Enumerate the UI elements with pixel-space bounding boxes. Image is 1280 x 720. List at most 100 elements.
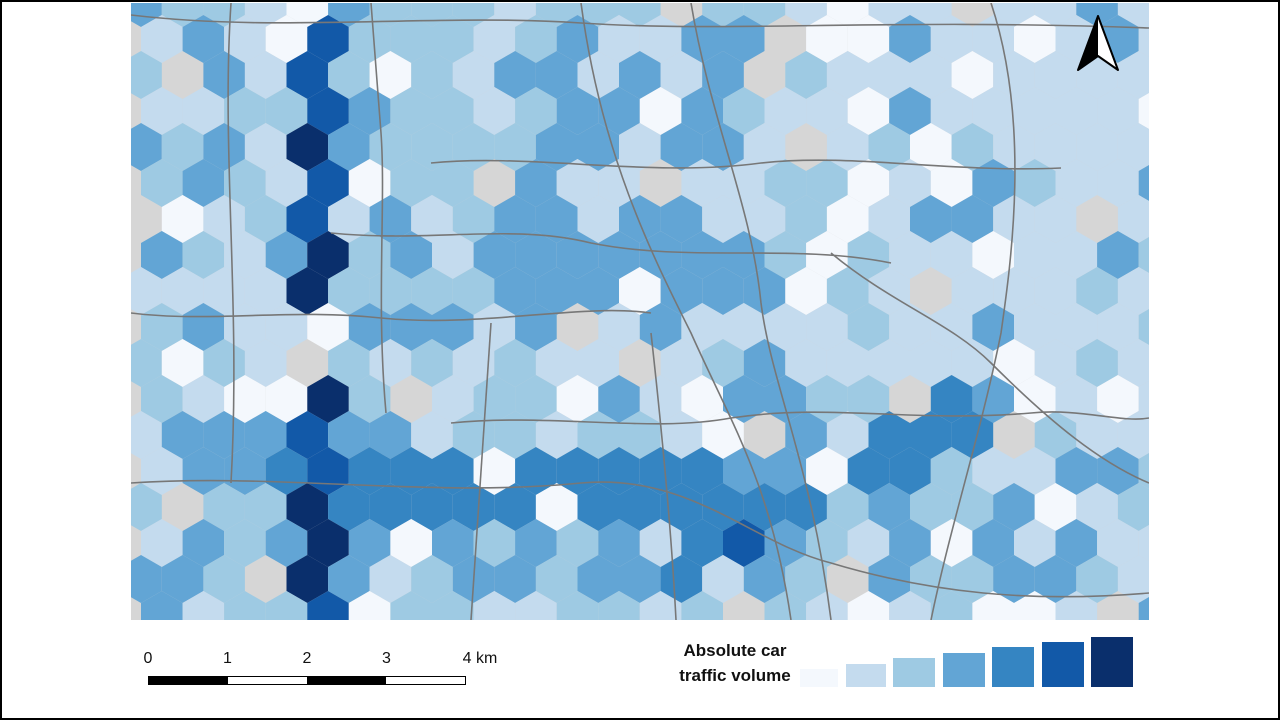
hex-cell: [889, 591, 931, 620]
hex-cell: [411, 555, 453, 603]
hex-cell: [639, 87, 682, 135]
hex-cell: [1014, 519, 1056, 567]
hex-cell: [910, 411, 952, 459]
hex-cell: [577, 3, 619, 27]
hex-cell: [847, 159, 890, 207]
hex-cell: [1034, 483, 1077, 531]
road: [131, 14, 1149, 29]
road: [830, 252, 1149, 484]
hex-cell: [681, 519, 723, 567]
hex-cell: [743, 195, 786, 243]
hex-cell: [619, 123, 661, 171]
scale-label-2: 2: [302, 650, 312, 667]
hex-cell: [702, 195, 744, 243]
hex-cell: [619, 3, 661, 27]
hex-cell: [743, 123, 786, 171]
hex-cell: [1014, 231, 1056, 279]
hex-cell: [182, 447, 225, 495]
hex-cell: [535, 555, 578, 603]
hex-map-svg: [131, 3, 1149, 620]
road: [330, 232, 892, 264]
hex-cell: [743, 483, 786, 531]
hex-cell: [1014, 87, 1056, 135]
hex-cell: [494, 195, 536, 243]
hex-cell: [328, 483, 370, 531]
hex-cell: [1076, 123, 1118, 171]
road: [930, 3, 1016, 620]
legend-swatch-3: [893, 658, 935, 687]
hex-cell: [723, 231, 765, 279]
hex-cell: [286, 3, 329, 27]
hex-cell: [473, 15, 516, 63]
hex-cell: [369, 555, 412, 603]
hex-cell: [930, 591, 973, 620]
hex-cell: [348, 375, 391, 423]
hex-cell: [639, 231, 682, 279]
hex-cell: [494, 123, 536, 171]
hex-cell: [826, 411, 869, 459]
scale-segment: [386, 677, 465, 684]
hex-cell: [473, 231, 516, 279]
hex-cell: [930, 375, 973, 423]
hex-cell: [224, 231, 266, 279]
hex-cell: [432, 87, 474, 135]
hex-cell: [244, 3, 287, 27]
legend-swatches: [800, 636, 1140, 687]
hex-cell: [639, 519, 682, 567]
hex-cell: [806, 15, 848, 63]
legend-swatch-7: [1091, 636, 1133, 687]
hex-cell: [1138, 165, 1149, 201]
hex-cell: [910, 51, 952, 99]
hex-cell: [473, 447, 516, 495]
hex-cell: [681, 159, 723, 207]
hex-cell: [1034, 411, 1077, 459]
hex-cell: [1034, 123, 1077, 171]
hex-cell: [265, 519, 308, 567]
hex-cell: [598, 87, 640, 135]
hex-cell: [993, 3, 1035, 27]
road: [580, 3, 792, 620]
hex-cell: [1055, 303, 1098, 351]
hex-cell: [951, 123, 994, 171]
hex-cell: [203, 195, 245, 243]
hex-cell: [785, 483, 827, 531]
hex-cell: [411, 195, 453, 243]
hex-cell: [868, 195, 910, 243]
hex-cell: [785, 51, 827, 99]
hex-cell: [598, 231, 640, 279]
hex-cell: [910, 555, 952, 603]
hex-cell: [1117, 483, 1149, 531]
hex-cell: [161, 123, 204, 171]
hex-cell: [806, 159, 848, 207]
hex-cell: [182, 591, 225, 620]
hex-cell: [556, 159, 599, 207]
hex-cell: [265, 159, 308, 207]
hex-cell: [889, 519, 931, 567]
hex-cell: [369, 123, 412, 171]
hex-cell: [577, 339, 619, 387]
hex-cell: [390, 591, 432, 620]
hex-cell: [535, 483, 578, 531]
scale-label-3: 3: [382, 650, 391, 667]
road: [430, 159, 1062, 170]
hex-cell: [639, 447, 682, 495]
hex-cell: [307, 15, 349, 63]
hex-cell: [930, 519, 973, 567]
legend-swatch-6: [1041, 642, 1084, 687]
hex-cell: [847, 447, 890, 495]
hex-cell: [161, 267, 204, 315]
hex-cell: [432, 375, 474, 423]
hex-cell: [910, 3, 952, 27]
hex-cell: [369, 195, 412, 243]
hex-map[interactable]: [131, 3, 1149, 620]
hex-cell: [328, 267, 370, 315]
hex-cell: [577, 51, 619, 99]
scale-segment: [228, 677, 307, 684]
hex-cell: [930, 159, 973, 207]
hex-cell: [390, 447, 432, 495]
hex-cell: [307, 375, 349, 423]
hex-cell: [161, 411, 204, 459]
hex-cell: [141, 15, 183, 63]
hex-cell: [1055, 231, 1098, 279]
hex-cell: [1034, 51, 1077, 99]
